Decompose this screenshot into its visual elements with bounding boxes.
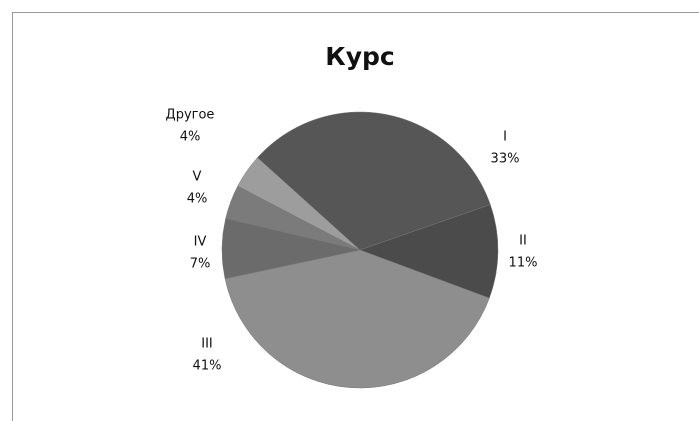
slice-label: II [519,234,527,249]
slice-label: V [193,170,202,185]
slice-label: Другое [166,108,215,123]
pie-slice [359,204,499,299]
slice-value-label: 4% [187,192,208,207]
chart-title: Курс [325,42,394,71]
slice-label: I [503,130,507,145]
slice-value-label: 7% [190,257,211,272]
slice-label: III [201,337,213,352]
pie-slice [257,111,491,251]
pie-slice [237,157,361,251]
slice-value-label: 11% [509,256,538,271]
slice-value-label: 4% [180,130,201,145]
slice-value-label: 41% [193,359,222,374]
slice-value-label: 33% [491,152,520,167]
slice-label: IV [194,235,207,250]
pie-slice [224,249,490,389]
